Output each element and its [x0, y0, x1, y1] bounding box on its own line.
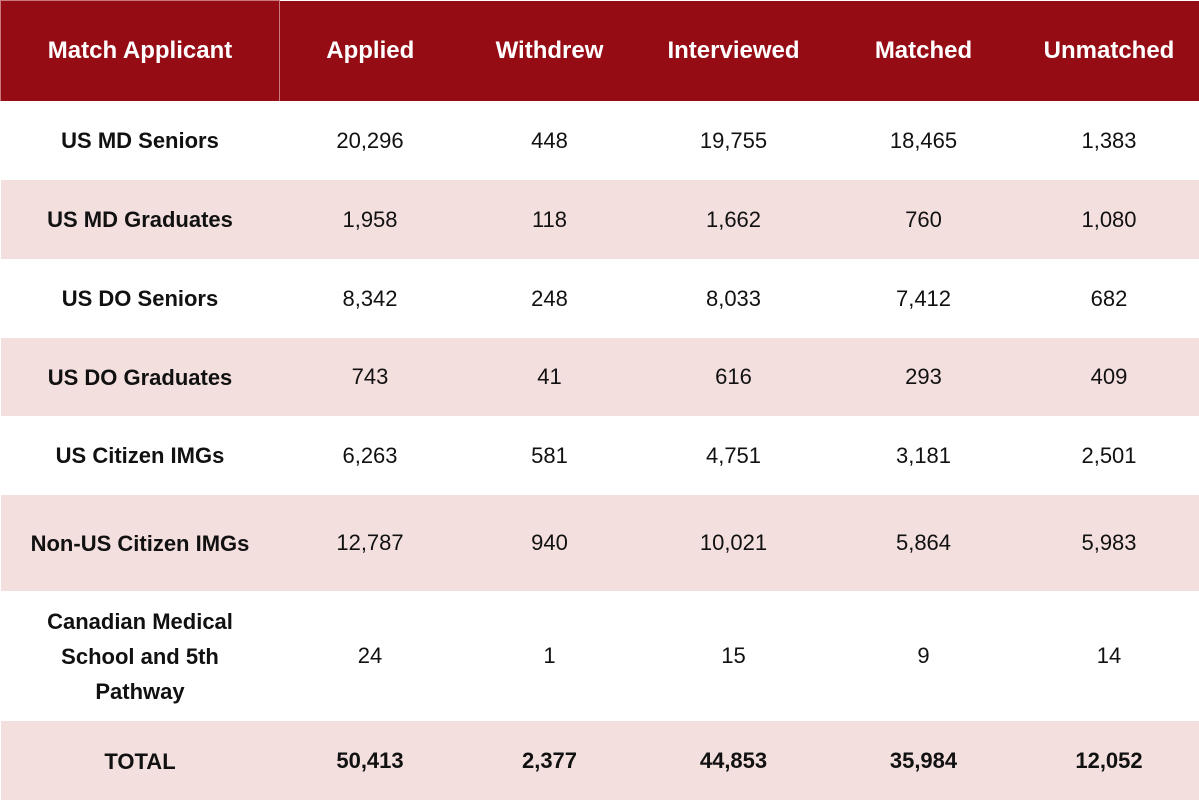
row-label: Canadian Medical School and 5th Pathway	[47, 608, 233, 704]
cell: 448	[531, 127, 568, 153]
cell: 41	[460, 338, 639, 416]
cell: 1	[543, 643, 556, 668]
cell: 940	[460, 495, 639, 591]
cell: 743	[279, 338, 461, 416]
column-header: Withdrew	[460, 0, 639, 101]
table-body: US MD Seniors 20,296 448 19,755 18,465 1,383 U…	[0, 101, 1199, 800]
cell: 581	[531, 442, 568, 468]
cell: 1,383	[1081, 127, 1137, 153]
row-label: US MD Seniors	[61, 128, 219, 153]
column-header: Matched	[828, 0, 1019, 101]
cell: 18,465	[889, 127, 958, 153]
cell: 20,296	[336, 127, 404, 153]
cell: 1,080	[1018, 180, 1199, 259]
cell: 7,412	[895, 285, 952, 311]
cell: 14	[1096, 643, 1122, 668]
table-row: Non-US Citizen IMGs 12,787 940 10,021 5,864 5…	[0, 495, 1199, 591]
table-row: US Citizen IMGs 6,263 581 4,751 3,181 2,501	[1, 416, 1199, 495]
cell: 248	[531, 285, 568, 311]
header-row: Match Applicant Applied Withdrew Interviewe…	[0, 0, 1199, 101]
cell: 8,033	[705, 285, 762, 311]
cell: 1,958	[279, 180, 461, 259]
cell: 24	[357, 643, 383, 668]
row-label: US Citizen IMGs	[55, 443, 225, 468]
table-row: US DO Seniors 8,342 248 8,033 7,412 682	[1, 259, 1199, 338]
total-label: TOTAL	[0, 721, 280, 800]
cell: 1,662	[638, 180, 829, 259]
cell: 616	[638, 338, 829, 416]
cell: 10,021	[638, 495, 829, 591]
column-header: Applied	[279, 0, 461, 101]
column-header: Match Applicant	[0, 0, 280, 101]
table-row: US MD Seniors 20,296 448 19,755 18,465 1,383	[1, 101, 1199, 180]
cell: 2,501	[1081, 442, 1137, 468]
cell: 5,983	[1018, 495, 1199, 591]
total-cell: 35,984	[828, 721, 1019, 800]
cell: 6,263	[342, 442, 398, 468]
cell: 19,755	[699, 127, 768, 153]
cell: 760	[828, 180, 1019, 259]
cell: 293	[828, 338, 1019, 416]
table-row: US DO Graduates 743 41 616 293 409	[0, 338, 1199, 416]
cell: 3,181	[895, 442, 952, 468]
row-label: US DO Graduates	[0, 338, 280, 416]
cell: 409	[1018, 338, 1199, 416]
total-cell: 2,377	[460, 721, 639, 800]
column-header: Interviewed	[638, 0, 829, 101]
cell: 12,787	[279, 495, 461, 591]
column-header: Unmatched	[1018, 0, 1199, 101]
cell: 15	[721, 643, 746, 668]
cell: 9	[917, 643, 930, 668]
total-cell: 50,413	[279, 721, 461, 800]
total-cell: 12,052	[1018, 721, 1199, 800]
cell: 5,864	[828, 495, 1019, 591]
total-row: TOTAL 50,413 2,377 44,853 35,984 12,052	[0, 721, 1199, 800]
cell: 118	[460, 180, 639, 259]
row-label: US MD Graduates	[0, 180, 280, 259]
cell: 4,751	[705, 442, 762, 468]
row-label: US DO Seniors	[61, 286, 219, 311]
table-row: US MD Graduates 1,958 118 1,662 760 1,080	[0, 180, 1199, 259]
row-label: Non-US Citizen IMGs	[0, 495, 280, 591]
table-row: Canadian Medical School and 5th Pathway 2…	[1, 591, 1199, 721]
cell: 8,342	[342, 285, 398, 311]
cell: 682	[1090, 285, 1128, 311]
total-cell: 44,853	[638, 721, 829, 800]
